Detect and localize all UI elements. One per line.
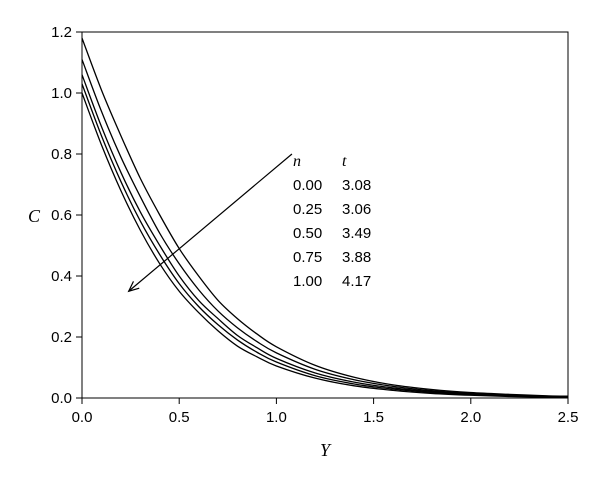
x-axis-ticks: 0.0 0.5 1.0 1.5 2.0 2.5 xyxy=(72,398,579,426)
legend-t-value: 3.49 xyxy=(342,225,371,242)
y-tick-label: 0.6 xyxy=(51,207,72,224)
legend-t-value: 4.17 xyxy=(342,273,371,290)
legend-header-t: t xyxy=(342,153,347,170)
x-tick-label: 0.5 xyxy=(169,409,190,426)
legend-header-n: n xyxy=(293,153,301,170)
legend: n t 0.00 3.08 0.25 3.06 0.50 3.49 0.75 3… xyxy=(293,153,371,290)
x-tick-label: 2.0 xyxy=(460,409,481,426)
legend-t-value: 3.88 xyxy=(342,249,371,266)
x-axis-label: Y xyxy=(320,440,332,460)
legend-n-value: 0.50 xyxy=(293,225,322,242)
y-tick-label: 1.0 xyxy=(51,85,72,102)
series-line xyxy=(81,83,569,398)
y-tick-label: 1.2 xyxy=(51,24,72,41)
arrow-shaft xyxy=(128,153,293,292)
x-tick-label: 1.0 xyxy=(266,409,287,426)
x-tick-label: 2.5 xyxy=(558,409,579,426)
legend-n-value: 0.75 xyxy=(293,249,322,266)
legend-n-value: 0.00 xyxy=(293,177,322,194)
y-axis-label: C xyxy=(28,206,41,226)
x-tick-label: 1.5 xyxy=(363,409,384,426)
y-tick-label: 0.8 xyxy=(51,146,72,163)
legend-t-value: 3.08 xyxy=(342,177,371,194)
y-axis-ticks: 0.0 0.2 0.4 0.6 0.8 1.0 1.2 xyxy=(51,24,82,407)
plot-frame xyxy=(81,31,569,399)
x-tick-label: 0.0 xyxy=(72,409,93,426)
legend-n-value: 0.25 xyxy=(293,201,322,218)
arrow-head xyxy=(127,281,140,293)
legend-t-value: 3.06 xyxy=(342,201,371,218)
series-line xyxy=(81,74,569,398)
y-tick-label: 0.0 xyxy=(51,390,72,407)
trend-arrow xyxy=(127,153,293,293)
series-line xyxy=(81,59,569,398)
y-tick-label: 0.2 xyxy=(51,329,72,346)
legend-n-value: 1.00 xyxy=(293,273,322,290)
curves xyxy=(81,37,569,399)
series-line xyxy=(81,37,569,397)
y-tick-label: 0.4 xyxy=(51,268,72,285)
series-line xyxy=(81,92,569,399)
